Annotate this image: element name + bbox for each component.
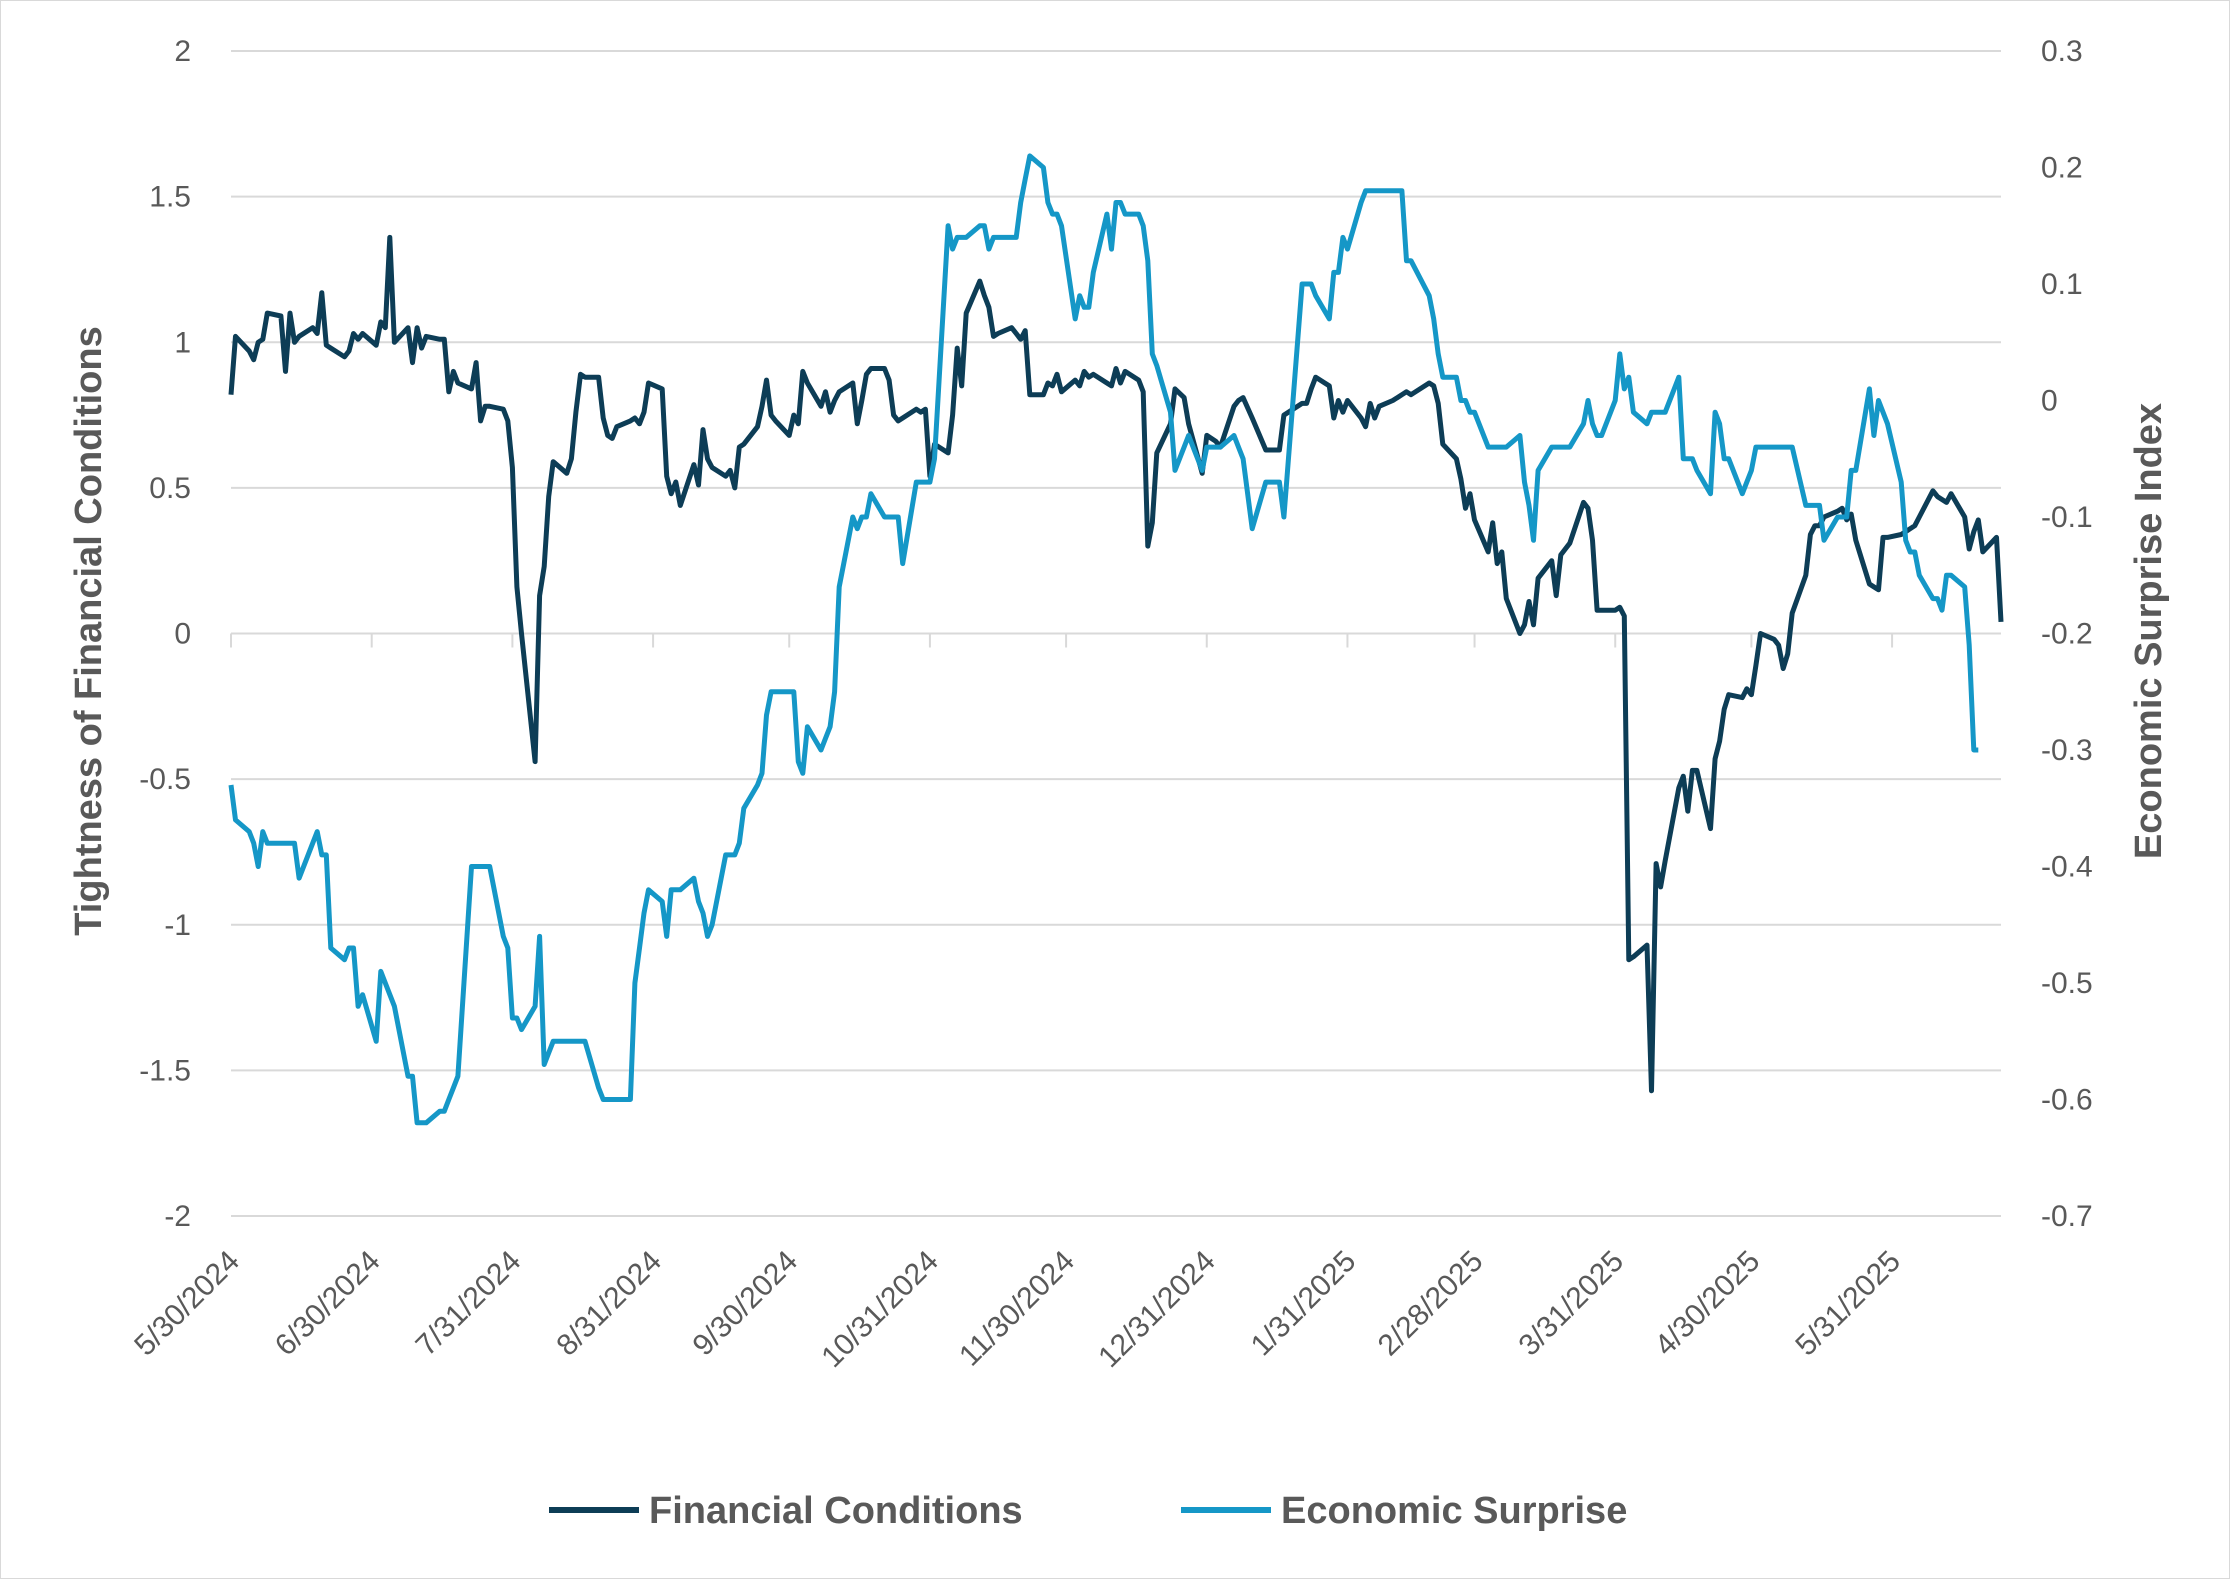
series-lines	[228, 153, 2004, 1126]
legend-label-financial-conditions: Financial Conditions	[649, 1490, 1023, 1532]
y-right-tick-label: 0.3	[2041, 35, 2083, 68]
y-axis-left-title: Tightness of Financial Conditions	[68, 326, 110, 935]
y-axis-right-title: Economic Surprise Index	[2128, 403, 2170, 859]
y-left-tick-label: 0.5	[149, 472, 191, 505]
y-left-tick-label: -0.5	[139, 763, 191, 796]
y-right-tick-label: -0.5	[2041, 967, 2093, 1000]
y-left-tick-label: -1.5	[139, 1054, 191, 1087]
x-tick-label: 3/31/2025	[1512, 1245, 1630, 1363]
y-right-tick-label: -0.3	[2041, 734, 2093, 767]
y-right-tick-label: 0	[2041, 385, 2058, 418]
y-left-tick-label: -2	[164, 1200, 191, 1233]
legend: Financial Conditions Economic Surprise	[549, 1490, 1627, 1532]
x-tick-label: 6/30/2024	[269, 1245, 387, 1363]
legend-label-economic-surprise: Economic Surprise	[1281, 1490, 1627, 1532]
y-right-tick-label: 0.1	[2041, 268, 2083, 301]
x-tick-label: 12/31/2024	[1092, 1245, 1222, 1375]
series-line-financial-conditions	[228, 234, 2004, 1094]
y-left-tick-label: 0	[174, 618, 191, 651]
x-tick-label: 8/31/2024	[550, 1245, 668, 1363]
x-tick-label: 4/30/2025	[1649, 1245, 1767, 1363]
y-right-tick-label: -0.6	[2041, 1084, 2093, 1117]
y-left-tick-label: -1	[164, 909, 191, 942]
x-tick-label: 2/28/2025	[1372, 1245, 1490, 1363]
x-tick-label: 5/30/2024	[128, 1245, 246, 1363]
y-left-tick-label: 1.5	[149, 181, 191, 214]
x-tick-label: 5/31/2025	[1789, 1245, 1907, 1363]
y-right-tick-label: -0.1	[2041, 501, 2093, 534]
x-tick-label: 11/30/2024	[953, 1245, 1081, 1373]
y-axis-left: 2 1.5 1 0.5 0 -0.5 -1 -1.5 -2	[139, 35, 191, 1233]
y-right-tick-label: -0.7	[2041, 1200, 2093, 1233]
y-left-tick-label: 2	[174, 35, 191, 68]
y-right-tick-label: 0.2	[2041, 152, 2083, 185]
x-tick-label: 9/30/2024	[686, 1245, 804, 1363]
x-tick-label: 1/31/2025	[1245, 1245, 1363, 1363]
y-left-tick-label: 1	[174, 326, 191, 359]
y-right-tick-label: -0.2	[2041, 618, 2093, 651]
y-axis-right: 0.3 0.2 0.1 0 -0.1 -0.2 -0.3 -0.4 -0.5 -0.6 -0.7	[2041, 35, 2093, 1233]
series-line-economic-surprise	[228, 153, 1979, 1126]
x-tick-label: 7/31/2024	[410, 1245, 528, 1363]
y-right-tick-label: -0.4	[2041, 851, 2093, 884]
x-tick-label: 10/31/2024	[815, 1245, 945, 1375]
